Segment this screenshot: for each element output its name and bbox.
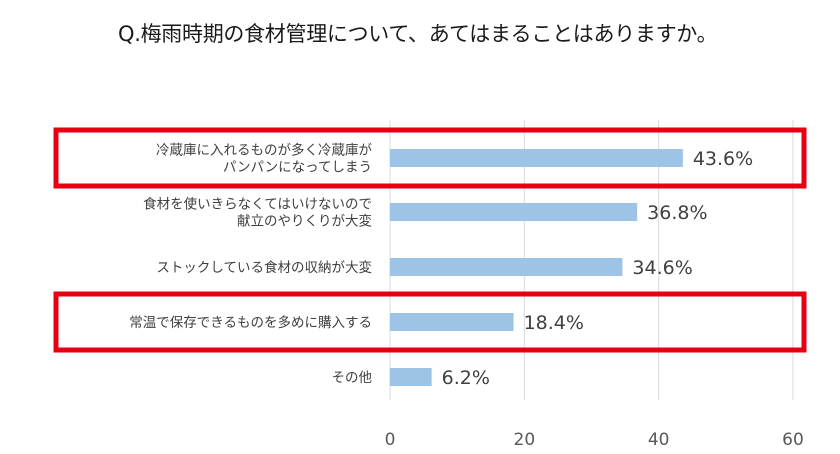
- category-label: ストックしている食材の収納が大変: [156, 259, 372, 276]
- x-tick-label: 20: [514, 430, 536, 450]
- chart-title: Q.梅雨時期の食材管理について、あてはまることはありますか。: [118, 22, 718, 46]
- value-label: 34.6%: [632, 257, 692, 279]
- value-labels: 43.6% 36.8% 34.6% 18.4% 6.2%: [442, 148, 754, 389]
- category-label: その他: [332, 370, 373, 386]
- category-label: パンパンになってしまう: [223, 160, 372, 176]
- value-label: 43.6%: [693, 148, 753, 170]
- highlight-boxes: [53, 127, 807, 353]
- bar: [390, 313, 514, 331]
- category-label: 冷蔵庫に入れるものが多く冷蔵庫が: [156, 142, 372, 159]
- bar: [390, 149, 683, 167]
- x-tick-label: 0: [385, 430, 396, 450]
- category-label: 常温で保存できるものを多めに購入する: [129, 314, 372, 331]
- value-label: 18.4%: [524, 312, 584, 334]
- highlight-box: [53, 291, 807, 353]
- category-labels: 冷蔵庫に入れるものが多く冷蔵庫がパンパンになってしまう食材を使いきらなくてはいけ…: [129, 142, 372, 387]
- bar: [390, 258, 623, 276]
- bar: [390, 368, 432, 386]
- bars: [390, 149, 683, 386]
- value-label: 6.2%: [442, 367, 490, 389]
- x-tick-label: 60: [782, 430, 804, 450]
- bar: [390, 203, 638, 221]
- x-axis-ticks: 0 20 40 60: [385, 430, 804, 450]
- x-tick-label: 40: [648, 430, 670, 450]
- category-label: 献立のやりくりが大変: [237, 213, 372, 230]
- category-label: 食材を使いきらなくてはいけないので: [143, 196, 372, 213]
- value-label: 36.8%: [647, 202, 707, 224]
- highlight-box: [53, 127, 807, 189]
